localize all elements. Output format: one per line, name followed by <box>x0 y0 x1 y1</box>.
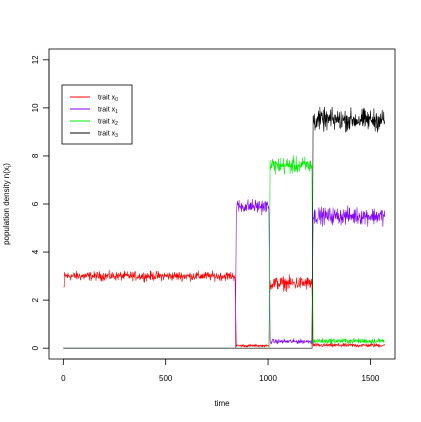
series-line-trait-x0 <box>63 269 385 348</box>
series-line-trait-x2 <box>63 154 385 349</box>
y-axis-title-sub: i <box>7 166 13 167</box>
x-tick-label: 1000 <box>259 374 277 383</box>
series-line-trait-x3 <box>63 106 385 349</box>
y-tick-label: 12 <box>31 55 40 64</box>
y-tick-label: 8 <box>31 153 40 158</box>
legend-box <box>61 84 133 145</box>
x-tick-label: 500 <box>159 374 173 383</box>
legend: trait x0 trait x1 trait x2 trait x3 <box>61 84 133 145</box>
x-axis-title: time <box>214 399 230 408</box>
legend-label: trait x1 <box>98 107 118 116</box>
x-tick-label: 1500 <box>362 374 380 383</box>
legend-items: trait x0 trait x1 trait x2 trait x3 <box>70 95 118 140</box>
x-tick-label: 0 <box>61 374 66 383</box>
y-axis-title: population density n(xi) <box>2 163 13 245</box>
x-axis: 0 500 1000 1500 <box>61 358 380 383</box>
y-tick-label: 10 <box>31 103 40 112</box>
y-tick-label: 2 <box>31 297 40 302</box>
series-layer <box>63 106 385 349</box>
legend-label: trait x3 <box>98 131 118 140</box>
y-axis: 0 2 4 6 8 10 12 <box>31 55 50 350</box>
y-axis-title-main: population density n(x <box>2 167 11 245</box>
y-tick-label: 4 <box>31 249 40 254</box>
y-tick-label: 6 <box>31 201 40 206</box>
legend-label: trait x2 <box>98 119 118 128</box>
y-axis-title-tail: ) <box>2 163 11 166</box>
series-line-trait-x1 <box>63 198 385 349</box>
legend-label: trait x0 <box>98 95 118 104</box>
y-tick-label: 0 <box>31 345 40 350</box>
